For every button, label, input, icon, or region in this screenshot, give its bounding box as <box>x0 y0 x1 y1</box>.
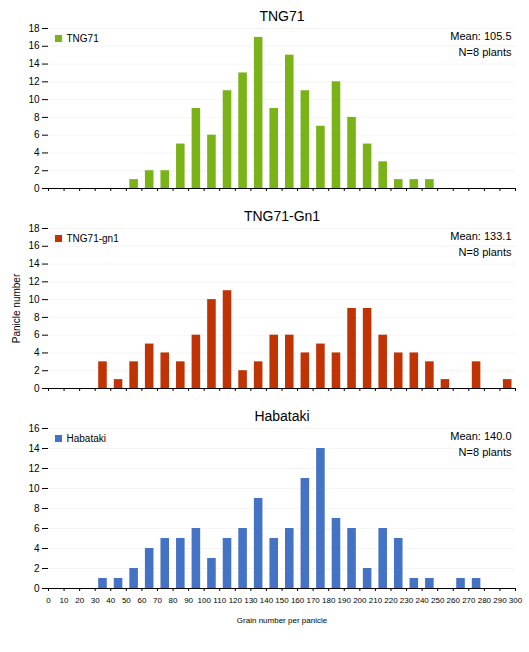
svg-text:2: 2 <box>34 165 40 176</box>
svg-text:180: 180 <box>322 596 336 605</box>
svg-text:12: 12 <box>28 463 40 474</box>
svg-text:N=8 plants: N=8 plants <box>459 446 512 458</box>
svg-text:TNG71: TNG71 <box>67 33 100 44</box>
svg-text:190: 190 <box>338 596 352 605</box>
svg-text:0: 0 <box>46 596 51 605</box>
svg-text:8: 8 <box>34 503 40 514</box>
svg-text:TNG71-Gn1: TNG71-Gn1 <box>244 208 320 224</box>
svg-text:140: 140 <box>260 596 274 605</box>
svg-text:4: 4 <box>34 347 40 358</box>
svg-text:0: 0 <box>34 583 40 594</box>
svg-text:Mean: 105.5: Mean: 105.5 <box>450 30 511 42</box>
svg-text:18: 18 <box>28 223 40 234</box>
svg-text:14: 14 <box>28 443 40 454</box>
svg-text:230: 230 <box>400 596 414 605</box>
svg-text:60: 60 <box>137 596 146 605</box>
svg-text:Habataki: Habataki <box>67 433 106 444</box>
svg-text:N=8 plants: N=8 plants <box>459 246 512 258</box>
svg-text:12: 12 <box>28 76 40 87</box>
svg-text:290: 290 <box>493 596 507 605</box>
svg-text:4: 4 <box>34 543 40 554</box>
svg-text:10: 10 <box>28 94 40 105</box>
svg-text:30: 30 <box>91 596 100 605</box>
svg-text:170: 170 <box>306 596 320 605</box>
svg-text:100: 100 <box>197 596 211 605</box>
svg-text:50: 50 <box>122 596 131 605</box>
svg-text:90: 90 <box>184 596 193 605</box>
svg-text:300: 300 <box>509 596 523 605</box>
svg-text:2: 2 <box>34 365 40 376</box>
svg-text:18: 18 <box>28 23 40 34</box>
svg-text:14: 14 <box>28 58 40 69</box>
svg-text:16: 16 <box>28 423 40 434</box>
svg-text:280: 280 <box>478 596 492 605</box>
svg-text:TNG71: TNG71 <box>259 8 304 24</box>
svg-text:40: 40 <box>106 596 115 605</box>
svg-text:110: 110 <box>213 596 226 605</box>
svg-text:12: 12 <box>28 276 40 287</box>
svg-text:10: 10 <box>28 294 40 305</box>
svg-text:260: 260 <box>447 596 461 605</box>
svg-text:6: 6 <box>34 329 40 340</box>
svg-text:Panicle number: Panicle number <box>11 273 22 343</box>
svg-text:Mean: 140.0: Mean: 140.0 <box>450 430 511 442</box>
svg-text:6: 6 <box>34 129 40 140</box>
svg-text:10: 10 <box>60 596 69 605</box>
svg-text:70: 70 <box>153 596 162 605</box>
svg-text:270: 270 <box>462 596 476 605</box>
svg-text:0: 0 <box>34 383 40 394</box>
svg-text:120: 120 <box>229 596 243 605</box>
svg-text:250: 250 <box>431 596 445 605</box>
svg-text:130: 130 <box>244 596 258 605</box>
svg-text:80: 80 <box>169 596 178 605</box>
svg-text:Mean: 133.1: Mean: 133.1 <box>450 230 511 242</box>
svg-text:240: 240 <box>415 596 429 605</box>
svg-text:200: 200 <box>353 596 367 605</box>
svg-text:8: 8 <box>34 112 40 123</box>
svg-text:10: 10 <box>28 483 40 494</box>
svg-text:14: 14 <box>28 258 40 269</box>
svg-text:160: 160 <box>291 596 305 605</box>
svg-text:8: 8 <box>34 312 40 323</box>
svg-text:16: 16 <box>28 40 40 51</box>
svg-text:150: 150 <box>275 596 289 605</box>
svg-text:16: 16 <box>28 240 40 251</box>
svg-text:220: 220 <box>384 596 398 605</box>
svg-text:20: 20 <box>75 596 84 605</box>
svg-text:6: 6 <box>34 523 40 534</box>
svg-text:Grain number per panicle: Grain number per panicle <box>237 616 328 625</box>
svg-text:N=8 plants: N=8 plants <box>459 46 512 58</box>
svg-text:TNG71-gn1: TNG71-gn1 <box>67 233 120 244</box>
svg-text:210: 210 <box>369 596 383 605</box>
svg-text:0: 0 <box>34 183 40 194</box>
svg-text:4: 4 <box>34 147 40 158</box>
svg-text:2: 2 <box>34 563 40 574</box>
svg-text:Habataki: Habataki <box>254 408 309 424</box>
